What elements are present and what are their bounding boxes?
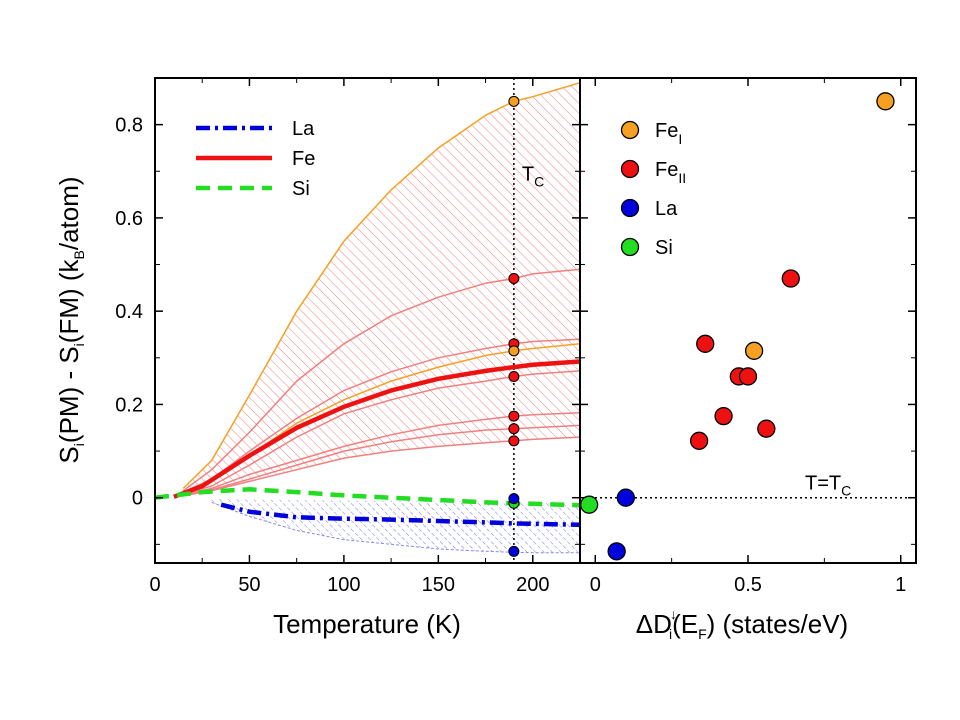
y-tick-label: 0.4 [115,301,143,323]
scatter-point-feii [714,406,733,426]
rx-tick-label: 0.5 [734,574,762,596]
fe-band-curve-7 [183,436,580,497]
tc-point [508,435,520,447]
x-tick-label: 0 [149,574,160,596]
legend-label-feii: FeII [655,159,686,186]
x-tick-label: 200 [516,574,549,596]
tc-points [508,95,520,557]
band-curves [182,81,580,497]
scatter-point-feii [689,431,709,450]
legend-label-si: Si [292,178,310,200]
tc-point [508,545,520,557]
fe-band-curve-1 [182,268,580,492]
scatter-point-fei [876,92,895,111]
legend-marker-si [620,237,640,257]
left-panel: 0 50 100 150 200 0 0.2 0.4 0.6 0.8 TC La Fe Si [115,77,916,596]
y-tick-label: 0.2 [115,394,143,416]
scatter-point-fei [744,341,764,360]
series-fe [173,359,580,499]
x-axis-title-right: ΔD↓ i(EF) (states/eV) [636,606,848,642]
tc-annotation: TC [522,164,544,190]
scatter-point-feii [738,367,758,386]
fe-band-curve-0 [182,81,580,489]
series-la [220,502,580,528]
y-tick-label: 0.8 [115,115,143,137]
scatter-point-la [616,488,635,507]
tc-point [508,95,520,107]
legend-marker-la [620,198,640,218]
y-axis-title: Si(PM) - Si(FM) (kB/atom) [54,176,87,463]
legend-label-fei: FeI [655,120,682,147]
fe-band-curve-4 [183,370,580,495]
scatter-point-si [580,495,599,514]
scatter-point-la [607,542,626,561]
rx-tick-label: 1 [895,574,906,596]
series-si [155,487,580,508]
scatter-point-feii [757,419,776,438]
t-equals-tc-annotation: T=TC [805,473,851,499]
fe-band-curve-2 [182,338,580,493]
scatter-points [580,92,895,561]
tc-point [508,410,520,422]
legend-label-la: La [292,118,315,140]
la-hatched-band [211,498,580,553]
legend-right: FeI FeII La Si [620,120,686,259]
legend-left: La Fe Si [196,118,315,200]
legend-marker-fei [620,120,640,140]
la-band-edge [211,501,580,554]
x-tick-label: 150 [422,574,455,596]
scatter-point-feii [781,269,800,288]
legend-label-la: La [655,198,678,220]
scatter-point-feii [696,334,715,353]
fe-hatched-band [183,82,580,496]
tc-point [508,370,520,382]
y-tick-label: 0 [132,488,143,510]
tc-point [508,345,520,357]
fe-band-curve-5 [183,412,580,496]
tc-point [508,273,520,285]
legend-label-fe: Fe [292,148,315,170]
series-lines [155,359,580,528]
uncertainty-bands [183,82,580,554]
rx-tick-label: 0 [590,574,601,596]
tc-point [508,493,520,505]
x-tick-label: 100 [327,574,360,596]
y-tick-label: 0.6 [115,208,143,230]
fe-band-curve-6 [183,424,580,497]
x-axis-title-left: Temperature (K) [273,609,461,639]
tc-point [508,423,520,435]
x-tick-label: 50 [238,574,260,596]
right-axis-ticks: 0 0.5 1 [590,78,906,596]
right-plot-frame [579,77,917,564]
legend-label-si: Si [655,237,673,259]
legend-marker-feii [620,159,640,179]
